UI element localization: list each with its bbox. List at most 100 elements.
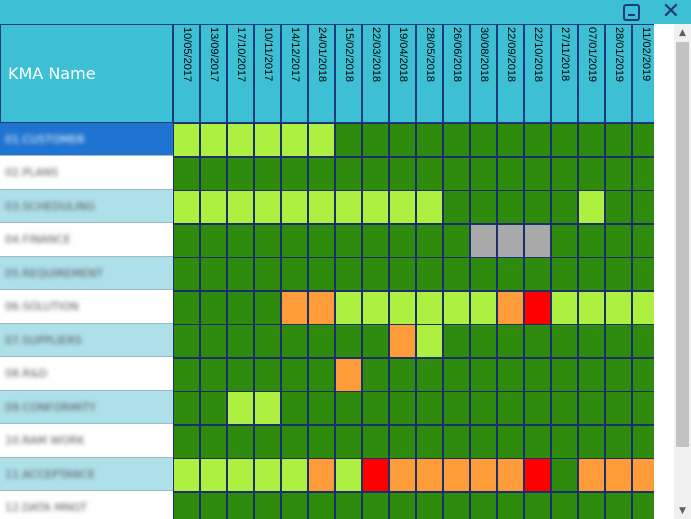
status-cell[interactable] (173, 190, 200, 224)
status-cell[interactable] (254, 190, 281, 224)
status-cell[interactable] (308, 324, 335, 358)
status-cell[interactable] (227, 458, 254, 492)
status-cell[interactable] (632, 156, 654, 191)
status-cell[interactable] (281, 257, 308, 291)
status-cell[interactable] (308, 458, 335, 492)
kma-name-cell[interactable]: 11.ACCEPTANCE (0, 458, 173, 491)
status-cell[interactable] (497, 156, 524, 191)
status-cell[interactable] (362, 458, 389, 492)
status-cell[interactable] (416, 257, 443, 291)
status-cell[interactable] (578, 290, 605, 325)
status-cell[interactable] (281, 357, 308, 392)
status-cell[interactable] (173, 424, 200, 459)
status-cell[interactable] (281, 156, 308, 191)
status-cell[interactable] (497, 424, 524, 459)
status-cell[interactable] (173, 156, 200, 191)
status-cell[interactable] (497, 391, 524, 425)
status-cell[interactable] (551, 290, 578, 325)
kma-name-cell[interactable]: 04.FINANCE (0, 223, 173, 257)
status-cell[interactable] (470, 324, 497, 358)
status-cell[interactable] (578, 223, 605, 258)
status-cell[interactable] (578, 156, 605, 191)
status-cell[interactable] (389, 190, 416, 224)
status-cell[interactable] (308, 424, 335, 459)
status-cell[interactable] (362, 324, 389, 358)
status-cell[interactable] (470, 190, 497, 224)
status-cell[interactable] (551, 458, 578, 492)
status-cell[interactable] (605, 324, 632, 358)
status-cell[interactable] (281, 424, 308, 459)
status-cell[interactable] (497, 123, 524, 157)
status-cell[interactable] (335, 190, 362, 224)
status-cell[interactable] (470, 391, 497, 425)
status-cell[interactable] (524, 156, 551, 191)
status-cell[interactable] (443, 290, 470, 325)
status-cell[interactable] (227, 190, 254, 224)
status-cell[interactable] (281, 223, 308, 258)
status-cell[interactable] (443, 391, 470, 425)
status-cell[interactable] (254, 156, 281, 191)
status-cell[interactable] (551, 156, 578, 191)
status-cell[interactable] (308, 156, 335, 191)
kma-name-cell[interactable]: 03.SCHEDULING (0, 190, 173, 223)
status-cell[interactable] (254, 424, 281, 459)
status-cell[interactable] (173, 324, 200, 358)
status-cell[interactable] (524, 190, 551, 224)
status-cell[interactable] (443, 190, 470, 224)
status-cell[interactable] (281, 123, 308, 157)
status-cell[interactable] (632, 357, 654, 392)
close-button[interactable]: ✕ (656, 0, 686, 24)
status-cell[interactable] (470, 123, 497, 157)
status-cell[interactable] (335, 324, 362, 358)
status-cell[interactable] (335, 123, 362, 157)
status-cell[interactable] (578, 257, 605, 291)
status-cell[interactable] (200, 257, 227, 291)
status-cell[interactable] (362, 223, 389, 258)
status-cell[interactable] (524, 458, 551, 492)
kma-name-cell[interactable]: 01.CUSTOMER (0, 123, 173, 156)
status-cell[interactable] (497, 458, 524, 492)
status-cell[interactable] (335, 458, 362, 492)
status-cell[interactable] (524, 223, 551, 258)
status-cell[interactable] (632, 324, 654, 358)
status-cell[interactable] (497, 491, 524, 519)
status-cell[interactable] (254, 257, 281, 291)
status-cell[interactable] (605, 190, 632, 224)
status-cell[interactable] (416, 424, 443, 459)
status-cell[interactable] (389, 123, 416, 157)
status-cell[interactable] (200, 391, 227, 425)
status-cell[interactable] (389, 424, 416, 459)
status-cell[interactable] (281, 391, 308, 425)
status-cell[interactable] (362, 257, 389, 291)
status-cell[interactable] (362, 491, 389, 519)
status-cell[interactable] (416, 357, 443, 392)
status-cell[interactable] (632, 424, 654, 459)
vertical-scrollbar[interactable]: ▲ ▼ (674, 24, 691, 519)
status-cell[interactable] (632, 458, 654, 492)
kma-name-cell[interactable]: 08.R&D (0, 357, 173, 391)
status-cell[interactable] (497, 190, 524, 224)
status-cell[interactable] (470, 257, 497, 291)
status-cell[interactable] (308, 357, 335, 392)
status-cell[interactable] (308, 290, 335, 325)
status-cell[interactable] (605, 458, 632, 492)
status-cell[interactable] (173, 123, 200, 157)
status-cell[interactable] (551, 424, 578, 459)
status-cell[interactable] (173, 357, 200, 392)
status-cell[interactable] (335, 223, 362, 258)
status-cell[interactable] (443, 156, 470, 191)
status-cell[interactable] (443, 357, 470, 392)
status-cell[interactable] (632, 391, 654, 425)
status-cell[interactable] (551, 491, 578, 519)
scroll-up-icon[interactable]: ▲ (679, 27, 686, 38)
status-cell[interactable] (389, 357, 416, 392)
status-cell[interactable] (605, 391, 632, 425)
status-cell[interactable] (524, 391, 551, 425)
status-cell[interactable] (362, 156, 389, 191)
status-cell[interactable] (389, 324, 416, 358)
status-cell[interactable] (416, 458, 443, 492)
status-cell[interactable] (281, 324, 308, 358)
kma-name-cell[interactable]: 09.CONFORMITY (0, 391, 173, 424)
status-cell[interactable] (416, 391, 443, 425)
status-cell[interactable] (551, 391, 578, 425)
